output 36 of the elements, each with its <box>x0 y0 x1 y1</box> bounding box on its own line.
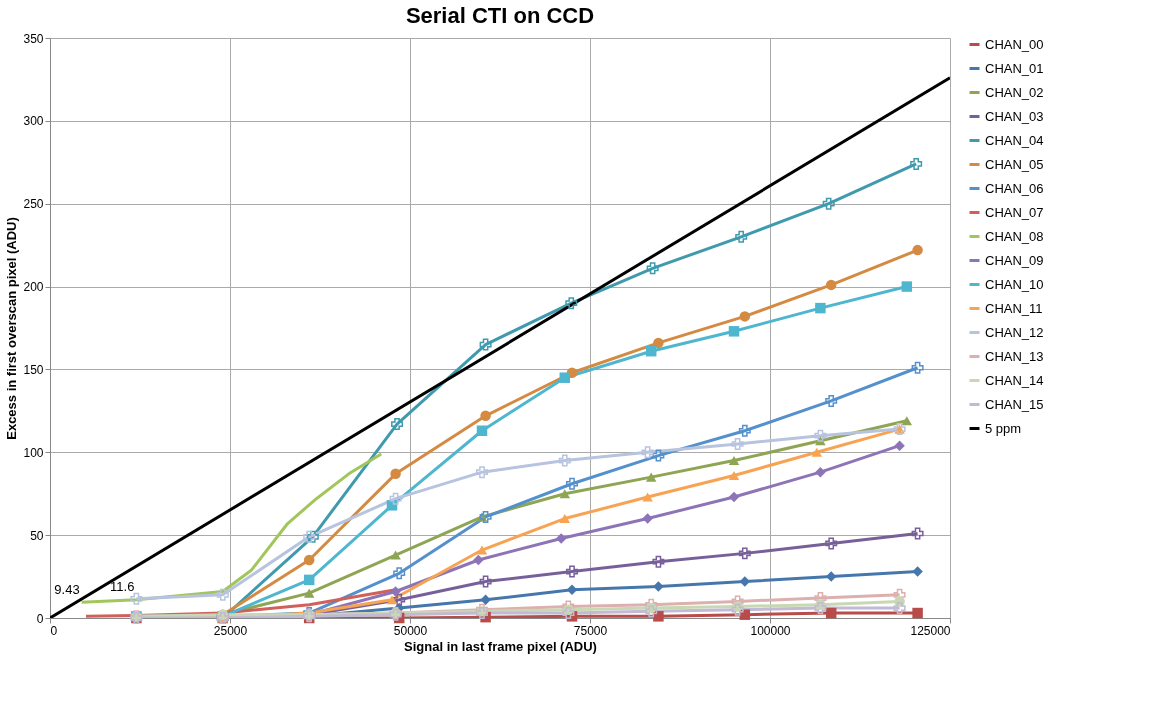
x-tick-label: 25000 <box>213 623 248 638</box>
legend-label: CHAN_11 <box>985 300 1043 316</box>
y-tick-label: 300 <box>23 114 44 129</box>
legend-label: CHAN_09 <box>985 252 1044 268</box>
x-axis-title: Signal in last frame pixel (ADU) <box>404 638 597 654</box>
legend-label: CHAN_14 <box>985 372 1044 388</box>
legend-label: CHAN_07 <box>985 204 1044 220</box>
y-tick-label: 250 <box>23 197 44 212</box>
legend-label: CHAN_05 <box>985 156 1044 172</box>
y-tick-label: 50 <box>30 528 44 543</box>
y-tick-label: 0 <box>36 611 44 626</box>
legend-label: CHAN_12 <box>985 324 1044 340</box>
y-tick-label: 350 <box>23 31 44 46</box>
x-tick-label: 75000 <box>573 623 608 638</box>
y-tick-label: 200 <box>23 280 44 295</box>
legend-label: CHAN_02 <box>985 84 1044 100</box>
annotation: 11.6 <box>110 578 135 594</box>
legend-label: CHAN_01 <box>985 60 1044 76</box>
legend-label: 5 ppm <box>985 420 1022 436</box>
x-tick-label: 0 <box>50 623 58 638</box>
legend-label: CHAN_04 <box>985 132 1044 148</box>
y-tick-label: 100 <box>23 445 44 460</box>
x-tick-label: 125000 <box>910 623 951 638</box>
x-tick-label: 50000 <box>393 623 428 638</box>
legend-label: CHAN_03 <box>985 108 1044 124</box>
legend-label: CHAN_00 <box>985 36 1044 52</box>
legend-label: CHAN_10 <box>985 276 1044 292</box>
x-tick-label: 100000 <box>750 623 791 638</box>
y-tick-label: 150 <box>23 362 44 377</box>
annotation: 9.43 <box>54 582 80 598</box>
legend-label: CHAN_06 <box>985 180 1044 196</box>
chart-title: Serial CTI on CCD <box>405 3 595 28</box>
legend-label: CHAN_13 <box>985 348 1044 364</box>
legend-label: CHAN_15 <box>985 396 1044 412</box>
y-axis-title: Excess in first overscan pixel (ADU) <box>4 217 20 440</box>
legend-label: CHAN_08 <box>985 228 1044 244</box>
